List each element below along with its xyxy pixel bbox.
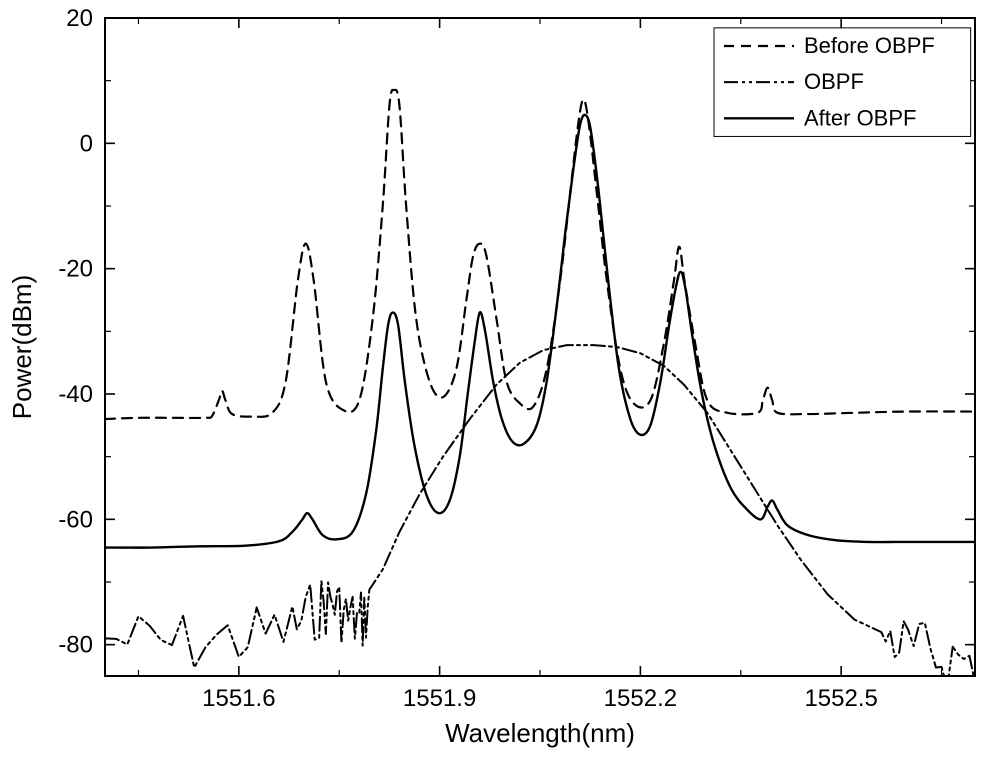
legend-label-after_obpf: After OBPF xyxy=(804,105,916,130)
x-tick-label: 1552.5 xyxy=(804,685,877,712)
y-tick-label: 0 xyxy=(80,130,93,157)
x-axis-label: Wavelength(nm) xyxy=(445,718,635,748)
y-axis-label: Power(dBm) xyxy=(7,275,37,419)
y-tick-label: -80 xyxy=(58,632,93,659)
series-before_obpf xyxy=(105,90,975,419)
x-tick-label: 1551.6 xyxy=(202,685,275,712)
series-after_obpf xyxy=(105,115,975,548)
y-tick-label: -20 xyxy=(58,256,93,283)
y-tick-label: 20 xyxy=(66,5,93,32)
legend-label-obpf: OBPF xyxy=(804,69,864,94)
y-tick-label: -40 xyxy=(58,381,93,408)
x-tick-label: 1551.9 xyxy=(403,685,476,712)
y-tick-label: -60 xyxy=(58,506,93,533)
legend-label-before_obpf: Before OBPF xyxy=(804,33,935,58)
x-tick-label: 1552.2 xyxy=(604,685,677,712)
series-obpf xyxy=(105,345,975,688)
